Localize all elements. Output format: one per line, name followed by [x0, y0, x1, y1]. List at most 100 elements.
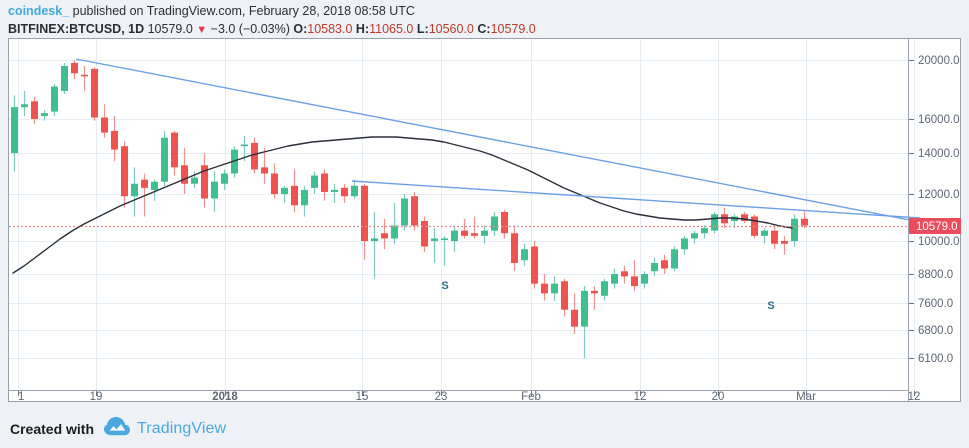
upper-descending-trendline[interactable]	[75, 58, 921, 223]
candlestick[interactable]	[541, 274, 548, 301]
candlestick[interactable]	[91, 67, 98, 121]
candlestick[interactable]	[361, 183, 368, 261]
candlestick[interactable]	[31, 96, 38, 125]
candlestick[interactable]	[211, 171, 218, 213]
candlestick[interactable]	[651, 257, 658, 277]
candlestick[interactable]	[311, 171, 318, 194]
open-key: O:	[293, 22, 308, 36]
candlestick[interactable]	[601, 278, 608, 301]
candle-body	[491, 216, 498, 231]
candlestick[interactable]	[761, 228, 768, 244]
candlestick[interactable]	[681, 235, 688, 255]
symbol-label[interactable]: BITFINEX:BTCUSD, 1D	[8, 22, 145, 36]
candlestick[interactable]	[701, 225, 708, 239]
candlestick[interactable]	[471, 216, 478, 239]
candlestick[interactable]	[661, 254, 668, 274]
trendlines[interactable]	[75, 58, 921, 223]
candlestick[interactable]	[491, 212, 498, 236]
candlestick[interactable]	[521, 243, 528, 266]
candlestick[interactable]	[531, 241, 538, 289]
candlestick[interactable]	[641, 271, 648, 289]
price-axis-labels[interactable]: 20000.0 16000.0 14000.0 12000.0 10000.0 8800.…	[909, 55, 960, 365]
candlestick[interactable]	[61, 62, 68, 94]
time-tick-label: Feb	[521, 391, 541, 402]
candle-body	[321, 173, 328, 192]
candle-body	[191, 177, 198, 184]
candlestick[interactable]	[261, 147, 268, 184]
candlestick[interactable]	[351, 179, 358, 199]
candlestick[interactable]	[451, 225, 458, 252]
candlestick[interactable]	[51, 83, 58, 117]
candlestick[interactable]	[591, 286, 598, 310]
tradingview-cloud-logo-icon	[104, 417, 131, 441]
candlestick[interactable]	[41, 110, 48, 121]
candle-body	[461, 230, 468, 236]
candlestick[interactable]	[691, 230, 698, 244]
candlestick-series[interactable]	[11, 60, 808, 358]
candlestick[interactable]	[141, 173, 148, 217]
candlestick[interactable]	[401, 194, 408, 231]
candlestick[interactable]	[621, 265, 628, 284]
candlestick[interactable]	[251, 137, 258, 174]
candlestick[interactable]	[711, 212, 718, 234]
candle-body	[581, 290, 588, 327]
candlestick[interactable]	[171, 130, 178, 176]
candlestick[interactable]	[431, 228, 438, 263]
candlestick[interactable]	[71, 60, 78, 80]
candlestick[interactable]	[281, 185, 288, 204]
candlestick[interactable]	[331, 183, 338, 204]
candlestick[interactable]	[551, 276, 558, 301]
candlestick[interactable]	[111, 116, 118, 162]
candlestick[interactable]	[271, 163, 278, 199]
lower-descending-trendline[interactable]	[351, 180, 921, 219]
price-tick-label: 7600.0	[918, 298, 953, 310]
candlestick[interactable]	[511, 225, 518, 272]
candlestick[interactable]	[81, 65, 88, 91]
candlestick[interactable]	[581, 286, 588, 358]
candlestick[interactable]	[481, 225, 488, 244]
candlestick[interactable]	[381, 218, 388, 250]
candlestick[interactable]	[301, 185, 308, 217]
candlestick[interactable]	[461, 218, 468, 239]
candlestick[interactable]	[781, 235, 788, 255]
candlestick[interactable]	[391, 203, 398, 244]
candlestick[interactable]	[561, 278, 568, 317]
candlestick[interactable]	[11, 95, 18, 172]
candlestick[interactable]	[131, 167, 138, 217]
candlestick[interactable]	[121, 141, 128, 208]
candlestick[interactable]	[501, 209, 508, 239]
candlestick[interactable]	[151, 179, 158, 201]
candlestick[interactable]	[181, 147, 188, 194]
candlestick[interactable]	[21, 90, 28, 117]
candlestick[interactable]	[221, 169, 228, 190]
candlestick[interactable]	[201, 153, 208, 208]
time-axis-labels[interactable]: 1 19 2018 15 23 Feb 12 20 Mar 12	[18, 391, 920, 402]
candle-body	[81, 74, 88, 77]
candlestick[interactable]	[631, 260, 638, 291]
candlestick[interactable]	[571, 293, 578, 334]
candlestick[interactable]	[421, 216, 428, 252]
candlestick[interactable]	[771, 225, 778, 250]
price-chart[interactable]: SHS 20000.0 16000.0 14000.0 12000.0 10000.0 8…	[8, 38, 961, 402]
candle-body	[621, 271, 628, 277]
candlestick[interactable]	[791, 214, 798, 247]
candlestick[interactable]	[741, 212, 748, 224]
candle-body	[341, 187, 348, 197]
candle-body	[741, 214, 748, 222]
candlestick[interactable]	[191, 171, 198, 188]
candlestick[interactable]	[801, 209, 808, 229]
candlestick[interactable]	[321, 169, 328, 201]
candlestick[interactable]	[371, 212, 378, 279]
candle-body	[131, 183, 138, 197]
candlestick[interactable]	[441, 235, 448, 266]
candlestick[interactable]	[671, 246, 678, 272]
candlestick[interactable]	[611, 268, 618, 289]
chart-canvas[interactable]: SHS 20000.0 16000.0 14000.0 12000.0 10000.0 8…	[8, 38, 961, 402]
tradingview-brand-label[interactable]: TradingView	[137, 420, 227, 437]
candlestick[interactable]	[291, 169, 298, 213]
candlestick[interactable]	[341, 183, 348, 204]
candlestick[interactable]	[411, 191, 418, 231]
author-link[interactable]: coindesk_	[8, 4, 70, 18]
candlestick[interactable]	[101, 104, 108, 138]
candlestick[interactable]	[161, 130, 168, 186]
